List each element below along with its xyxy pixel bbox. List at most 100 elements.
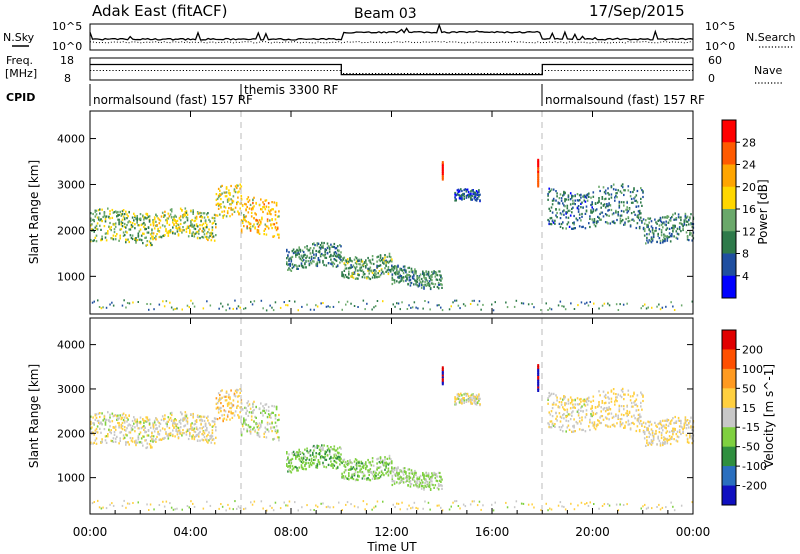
cpid-label: CPID xyxy=(6,91,35,104)
velocity-cell xyxy=(472,397,474,400)
power-cell xyxy=(170,216,173,219)
power-cell xyxy=(582,206,584,209)
velocity-cell xyxy=(551,403,554,406)
power-cell xyxy=(660,221,663,224)
velocity-cell xyxy=(212,425,215,428)
velocity-cell xyxy=(108,428,110,431)
power-cell xyxy=(258,223,261,227)
velocity-cell xyxy=(335,449,338,452)
power-cell xyxy=(373,306,375,309)
power-cell xyxy=(633,210,635,214)
power-cell xyxy=(304,246,306,249)
velocity-cell xyxy=(606,417,608,420)
power-cell xyxy=(107,207,109,210)
power-cell xyxy=(181,308,183,311)
power-cell xyxy=(376,276,378,279)
velocity-cell xyxy=(473,401,476,404)
velocity-cell xyxy=(635,409,638,412)
velocity-cell xyxy=(133,422,135,425)
velocity-cell xyxy=(99,412,101,415)
power-cell xyxy=(467,195,470,198)
velocity-cell xyxy=(98,506,101,509)
power-cell xyxy=(190,209,192,212)
power-cell xyxy=(101,235,103,238)
velocity-cell xyxy=(310,457,313,460)
power-cell xyxy=(203,233,206,236)
power-cell xyxy=(564,198,566,201)
power-cell xyxy=(647,224,649,227)
velocity-cell xyxy=(244,507,247,510)
colorbar-tick-label: 12 xyxy=(742,225,756,238)
velocity-cell xyxy=(537,367,540,371)
velocity-cell xyxy=(664,437,666,440)
velocity-cell xyxy=(105,441,108,444)
velocity-cell xyxy=(623,398,625,401)
power-cell xyxy=(642,226,645,229)
velocity-cell xyxy=(405,480,407,483)
power-cell xyxy=(104,218,107,221)
velocity-cell xyxy=(260,402,262,405)
power-cell xyxy=(146,240,149,243)
velocity-cell xyxy=(388,462,391,465)
power-cell xyxy=(691,239,693,242)
power-cell xyxy=(334,251,337,254)
velocity-cell xyxy=(402,481,405,484)
velocity-cell xyxy=(230,407,232,410)
power-cell xyxy=(645,242,647,245)
power-cell xyxy=(471,299,474,302)
velocity-cell xyxy=(322,461,324,464)
power-cell xyxy=(659,308,662,311)
velocity-cell xyxy=(382,463,384,466)
power-cell xyxy=(590,196,592,199)
velocity-cell xyxy=(615,396,617,399)
power-cell xyxy=(145,244,147,247)
velocity-cell xyxy=(219,407,221,410)
velocity-cell xyxy=(300,456,303,459)
velocity-cell xyxy=(350,503,352,506)
power-cell xyxy=(286,263,288,266)
velocity-cell xyxy=(95,427,98,431)
power-cell xyxy=(537,175,540,179)
power-cell xyxy=(658,237,661,240)
velocity-cell xyxy=(617,509,620,512)
velocity-cell xyxy=(353,472,356,475)
power-cell xyxy=(416,276,418,279)
power-cell xyxy=(215,234,217,237)
velocity-cell xyxy=(314,446,316,449)
velocity-cell xyxy=(181,434,183,437)
velocity-cell xyxy=(598,404,600,407)
velocity-cell xyxy=(202,430,205,433)
power-cell xyxy=(152,232,155,235)
velocity-cell xyxy=(206,416,208,419)
power-cell xyxy=(388,255,391,258)
power-cell xyxy=(297,249,299,253)
velocity-cell xyxy=(646,426,648,430)
velocity-cell xyxy=(223,413,226,417)
velocity-cell xyxy=(146,416,149,419)
velocity-cell xyxy=(577,414,580,417)
velocity-cell xyxy=(666,418,669,421)
power-cell xyxy=(626,211,628,214)
velocity-cell xyxy=(170,506,173,509)
velocity-cell xyxy=(472,394,474,397)
power-cell xyxy=(565,216,567,219)
velocity-cell xyxy=(131,440,134,443)
velocity-cell xyxy=(121,425,124,428)
power-cell xyxy=(118,213,120,216)
power-cell xyxy=(352,271,355,274)
velocity-cell xyxy=(666,420,669,423)
power-cell xyxy=(91,223,93,226)
velocity-cell xyxy=(418,485,421,488)
velocity-cell xyxy=(672,433,674,436)
power-cell xyxy=(296,253,298,256)
power-cell xyxy=(140,234,143,237)
power-cell xyxy=(193,227,196,230)
velocity-cell xyxy=(220,390,222,393)
power-cell xyxy=(573,308,576,310)
power-cell xyxy=(318,249,321,252)
velocity-cell xyxy=(322,463,324,466)
power-cell xyxy=(537,173,540,177)
power-cell xyxy=(369,266,372,269)
x-tick-label: 12:00 xyxy=(374,525,409,539)
